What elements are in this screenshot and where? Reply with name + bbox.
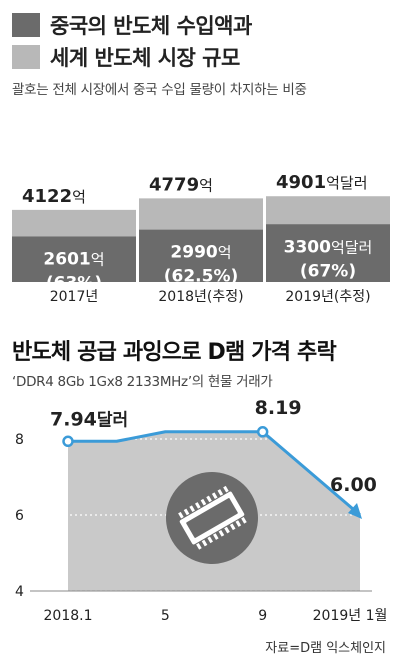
bar-chart: 4122억 2601억 (63%)2017년 4779억 2990억 (62.5%) 201… bbox=[12, 172, 390, 305]
bar-import-pct-0: (63%) bbox=[46, 273, 102, 293]
legend-label-import: 중국의 반도체 수입액과 bbox=[50, 14, 252, 38]
x-tick-label-2: 9 bbox=[258, 608, 267, 624]
y-tick-label-2: 8 bbox=[15, 432, 24, 448]
source-note: 자료=D램 익스체인지 bbox=[265, 641, 386, 656]
bar-import-label-1: 2990억 bbox=[170, 243, 231, 263]
bar-import-2 bbox=[266, 224, 390, 282]
price-line bbox=[68, 430, 361, 517]
y-tick-label-1: 6 bbox=[15, 508, 24, 524]
price-line-arrow bbox=[348, 503, 362, 519]
chart-subtitle-dram: ‘DDR4 8Gb 1Gx8 2133MHz’의 현물 거래가 bbox=[12, 374, 273, 390]
bar-total-label-2: 4901억달러 bbox=[276, 172, 368, 193]
price-point-label-0: 7.94달러 bbox=[50, 408, 128, 430]
legend-swatch-import bbox=[12, 13, 40, 37]
x-tick-label-1: 5 bbox=[161, 608, 170, 624]
bar-import-pct-2: (67%) bbox=[300, 261, 356, 281]
memory-chip-icon bbox=[166, 472, 258, 564]
legend-swatch-market bbox=[12, 45, 40, 69]
x-tick-label-0: 2018.1 bbox=[44, 608, 93, 624]
price-point-label-2: 6.00 bbox=[330, 474, 377, 496]
bar-category-label-1: 2018년(추정) bbox=[158, 289, 243, 305]
legend-item-market: 세계 반도체 시장 규모 bbox=[12, 42, 240, 72]
bar-import-label-2: 3300억달러 bbox=[284, 237, 373, 257]
bar-category-label-0: 2017년 bbox=[50, 289, 99, 305]
price-marker-1 bbox=[256, 426, 269, 438]
bar-import-label-0: 2601억 bbox=[43, 249, 104, 269]
bar-category-label-2: 2019년(추정) bbox=[285, 289, 370, 305]
divider bbox=[0, 308, 400, 311]
bar-import-pct-1: (62.5%) bbox=[164, 267, 239, 287]
price-marker-0 bbox=[62, 435, 74, 448]
chart-subtitle: 괄호는 전체 시장에서 중국 수입 물량이 차지하는 비중 bbox=[12, 82, 307, 98]
price-area bbox=[68, 431, 360, 591]
legend-item-import: 중국의 반도체 수입액과 bbox=[12, 10, 252, 40]
y-tick-label-0: 4 bbox=[15, 584, 24, 600]
legend-label-market: 세계 반도체 시장 규모 bbox=[50, 46, 240, 70]
chart-title-dram: 반도체 공급 과잉으로 D램 가격 추락 bbox=[12, 340, 337, 365]
bar-total-label-1: 4779억 bbox=[149, 174, 213, 195]
bar-import-0 bbox=[12, 236, 136, 282]
price-point-label-1: 8.19 bbox=[255, 397, 302, 419]
bar-import-1 bbox=[139, 229, 263, 282]
x-tick-label-3: 2019년 1월 bbox=[313, 608, 388, 624]
bar-total-label-0: 4122억 bbox=[22, 186, 86, 207]
